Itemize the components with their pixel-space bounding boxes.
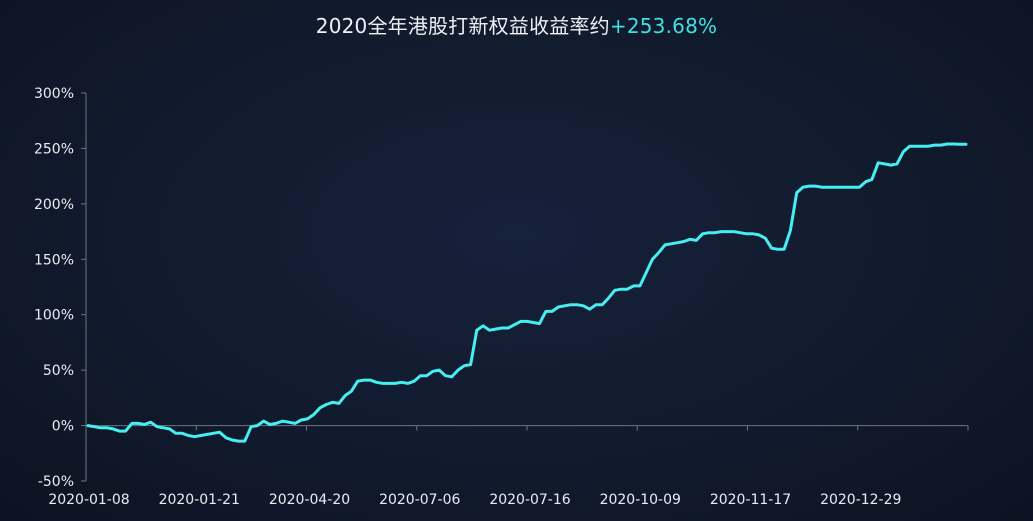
x-tick-label: 2020-01-08 [48, 492, 129, 508]
x-tick-label: 2020-01-21 [159, 492, 240, 508]
y-tick-label: 0% [52, 419, 74, 435]
x-axis: 2020-01-08 2020-01-21 2020-04-20 2020-07-06… [48, 425, 969, 508]
y-tick-label: 150% [34, 252, 74, 268]
y-tick-label: 100% [34, 308, 74, 324]
y-tick-label: 250% [34, 141, 74, 157]
x-tick-label: 2020-10-09 [600, 492, 681, 508]
chart-title-text: 2020全年港股打新权益收益率约 [315, 14, 610, 38]
y-tick-label: -50% [38, 474, 74, 490]
y-axis: -50% 0% 50% 100% 150% 200% 250% 300% [34, 86, 87, 490]
x-tick-label: 2020-07-06 [379, 492, 460, 508]
x-tick-label: 2020-07-16 [489, 492, 570, 508]
y-tick-label: 50% [43, 363, 74, 379]
x-tick-label: 2020-04-20 [269, 492, 350, 508]
series-layer [86, 142, 968, 443]
series-line [86, 142, 968, 443]
x-tick-label: 2020-12-29 [820, 492, 901, 508]
chart-title-value: +253.68% [609, 14, 718, 38]
chart-title: 2020全年港股打新权益收益率约+253.68% [0, 10, 1033, 39]
y-tick-label: 300% [34, 86, 74, 102]
x-tick-label: 2020-11-17 [710, 492, 791, 508]
y-tick-label: 200% [34, 197, 74, 213]
